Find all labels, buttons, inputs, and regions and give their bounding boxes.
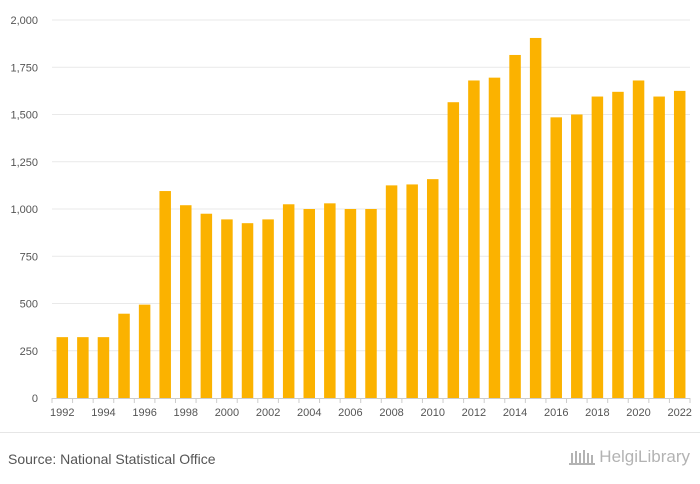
x-tick-label: 2000 bbox=[215, 407, 239, 419]
bar-1994 bbox=[97, 337, 110, 398]
bar-1992 bbox=[56, 337, 69, 398]
bar-2019 bbox=[612, 91, 624, 398]
bar-2020 bbox=[632, 80, 645, 398]
bar-1995 bbox=[118, 313, 130, 398]
x-tick-label: 1998 bbox=[174, 407, 198, 419]
footer: Source: National Statistical Office Helg… bbox=[0, 432, 700, 484]
bar-2000 bbox=[221, 219, 233, 398]
bar-2012 bbox=[468, 80, 480, 398]
x-tick-label: 2020 bbox=[626, 407, 650, 419]
x-tick-label: 1996 bbox=[132, 407, 156, 419]
x-tick-label: 2018 bbox=[585, 407, 609, 419]
x-axis-tick-labels: 1992 1994 1996 1998 2000 2002 2004 2006 2008 2010… bbox=[50, 398, 692, 419]
bar-1999 bbox=[200, 213, 213, 398]
y-axis-tick-labels: 0 250 500 750 1,000 1,250 1,500 1,750 2,000 bbox=[10, 15, 38, 405]
bar-2022 bbox=[673, 90, 686, 398]
bar-2014 bbox=[509, 54, 521, 399]
y-tick-label: 1,750 bbox=[10, 62, 38, 74]
x-tick-label: 2014 bbox=[503, 407, 527, 419]
bar-2016 bbox=[550, 117, 562, 399]
y-tick-label: 750 bbox=[20, 251, 38, 263]
y-tick-label: 1,500 bbox=[10, 110, 38, 122]
x-tick-label: 2016 bbox=[544, 407, 568, 419]
x-tick-label: 2004 bbox=[297, 407, 321, 419]
bar-1998 bbox=[180, 205, 192, 398]
bar-1997 bbox=[159, 191, 171, 398]
bar-2005 bbox=[324, 203, 336, 398]
x-tick-label: 1994 bbox=[91, 407, 115, 419]
y-tick-label: 0 bbox=[32, 393, 38, 405]
bar-2008 bbox=[385, 185, 398, 398]
bar-1996 bbox=[138, 304, 151, 398]
y-tick-label: 250 bbox=[20, 346, 38, 358]
bar-1993 bbox=[77, 337, 89, 398]
bar-2002 bbox=[262, 219, 274, 398]
x-tick-label: 2002 bbox=[256, 407, 280, 419]
source-note: Source: National Statistical Office bbox=[8, 451, 216, 467]
bar-2007 bbox=[365, 209, 377, 398]
bar-2018 bbox=[591, 96, 604, 399]
x-tick-label: 2022 bbox=[667, 407, 691, 419]
y-tick-label: 2,000 bbox=[10, 15, 38, 27]
bar-2004 bbox=[303, 209, 316, 398]
bar-2017 bbox=[571, 114, 583, 398]
bar-2009 bbox=[406, 184, 418, 398]
x-tick-label: 2008 bbox=[379, 407, 403, 419]
y-tick-label: 1,250 bbox=[10, 157, 38, 169]
x-tick-label: 2010 bbox=[420, 407, 444, 419]
bar-2021 bbox=[653, 96, 665, 399]
bar-2015 bbox=[529, 37, 542, 399]
x-tick-label: 2012 bbox=[462, 407, 486, 419]
bar-2003 bbox=[282, 204, 295, 398]
x-tick-label: 1992 bbox=[50, 407, 74, 419]
bar-chart: 0 250 500 750 1,000 1,250 1,500 1,750 2,000 1992… bbox=[10, 15, 692, 419]
helgi-library-logo: HelgiLibrary bbox=[569, 447, 690, 467]
bars bbox=[56, 37, 686, 399]
bar-2010 bbox=[426, 179, 439, 398]
logo-text: HelgiLibrary bbox=[599, 447, 690, 466]
bar-2013 bbox=[488, 77, 501, 399]
bar-2001 bbox=[241, 223, 254, 398]
y-tick-label: 1,000 bbox=[10, 204, 38, 216]
x-tick-label: 2006 bbox=[338, 407, 362, 419]
bar-2011 bbox=[447, 102, 460, 398]
bar-2006 bbox=[344, 209, 357, 398]
library-columns-icon bbox=[569, 450, 596, 465]
y-tick-label: 500 bbox=[20, 299, 38, 311]
